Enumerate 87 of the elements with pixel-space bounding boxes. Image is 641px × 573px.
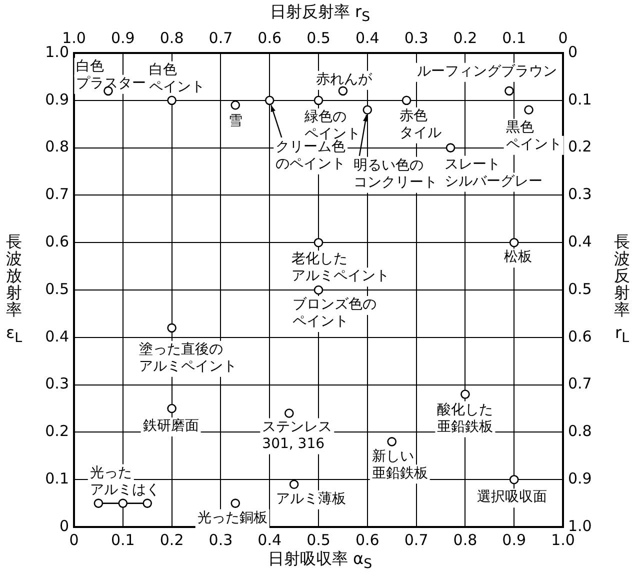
y2-tick-label: 0 bbox=[568, 42, 578, 61]
x-axis-title: 日射吸収率 α$_{S}$ bbox=[268, 549, 372, 572]
point bbox=[264, 96, 274, 106]
annotation: ルーフィングブラウン bbox=[417, 64, 558, 80]
y-tick-label: 0.9 bbox=[45, 90, 69, 108]
point bbox=[284, 408, 294, 418]
annotation: スレートシルバーグレー bbox=[444, 156, 543, 190]
y2-tick-label: 0.4 bbox=[568, 232, 592, 250]
point bbox=[524, 105, 534, 115]
point bbox=[314, 238, 324, 248]
x2-tick-label: 0.8 bbox=[160, 28, 184, 47]
x-tick-label: 0.7 bbox=[404, 530, 428, 549]
point bbox=[387, 437, 396, 446]
y-tick-label: 0.8 bbox=[45, 138, 69, 156]
point bbox=[504, 86, 514, 96]
point bbox=[167, 323, 176, 333]
y-tick-label: 0.3 bbox=[45, 374, 69, 393]
point bbox=[230, 498, 240, 508]
point bbox=[314, 285, 324, 295]
annotation: ステンレス301, 316 bbox=[262, 418, 332, 452]
point bbox=[142, 498, 152, 508]
x2-tick-label: 0.7 bbox=[208, 28, 233, 47]
point bbox=[509, 474, 519, 484]
point bbox=[314, 96, 324, 106]
x2-tick-label: 0.9 bbox=[110, 28, 135, 47]
x2-axis-title: 日射反射率 r$_{S}$ bbox=[270, 2, 370, 26]
annotation: 新しい亜鉛鉄板 bbox=[372, 448, 428, 482]
y2-tick-label: 0.3 bbox=[568, 185, 592, 204]
x2-tick-label: 0.1 bbox=[502, 28, 526, 47]
y-tick-label: 0 bbox=[59, 516, 69, 535]
y2-axis-title: 長波反射率 r$_{L}$ bbox=[614, 232, 630, 348]
annotation: 鉄研磨面 bbox=[142, 418, 199, 434]
x2-tick-label: 0.3 bbox=[404, 28, 428, 47]
point bbox=[230, 100, 240, 110]
y-tick-label: 0.6 bbox=[45, 232, 69, 250]
x-tick-label: 0.6 bbox=[355, 530, 380, 549]
x2-tick-label: 0.4 bbox=[355, 28, 380, 47]
y-tick-label: 0.5 bbox=[45, 280, 69, 298]
x-tick-label: 0.9 bbox=[502, 530, 526, 549]
y2-tick-label: 0.7 bbox=[568, 374, 592, 393]
x-tick-label: 0.8 bbox=[453, 530, 478, 549]
point bbox=[167, 404, 176, 414]
x-tick-label: 0.3 bbox=[208, 530, 233, 549]
annotation: 松板 bbox=[504, 249, 532, 266]
point bbox=[289, 480, 299, 489]
annotation: 赤れんが bbox=[316, 72, 373, 88]
annotation: 光ったアルミはく bbox=[90, 464, 160, 498]
y-tick-label: 0.7 bbox=[45, 185, 69, 204]
y2-tick-label: 0.2 bbox=[568, 138, 592, 156]
x2-tick-label: 0.5 bbox=[306, 28, 330, 47]
y2-tick-label: 0.8 bbox=[568, 422, 592, 440]
y-tick-label: 0.1 bbox=[45, 469, 69, 488]
annotation: アルミ薄板 bbox=[276, 490, 346, 507]
x-tick-label: 0.2 bbox=[160, 530, 184, 549]
annotation: 光った銅板 bbox=[197, 510, 268, 526]
point bbox=[402, 96, 412, 106]
x-tick-label: 0.1 bbox=[110, 530, 135, 549]
y2-tick-label: 0.5 bbox=[568, 280, 592, 298]
x2-tick-label: 0.6 bbox=[258, 28, 282, 47]
annotation: 白色ペイント bbox=[148, 62, 205, 96]
y2-tick-label: 0.6 bbox=[568, 327, 592, 346]
annotation: 酸化した亜鉛鉄板 bbox=[437, 402, 494, 435]
annotation: 明るい色のコンクリート bbox=[353, 158, 438, 191]
y-tick-label: 0.2 bbox=[45, 422, 69, 440]
annotation: 老化したアルミペイント bbox=[292, 251, 390, 284]
x-tick-label: 0.4 bbox=[258, 530, 282, 549]
annotation: 黒色ペイント bbox=[506, 120, 562, 153]
y2-tick-label: 0.9 bbox=[568, 469, 592, 488]
annotation: 雪 bbox=[228, 112, 242, 129]
point bbox=[362, 105, 372, 115]
x2-tick-label: 0 bbox=[558, 28, 568, 47]
annotation: 選択吸収面 bbox=[477, 489, 548, 506]
annotation: 赤色タイル bbox=[400, 108, 442, 142]
y-axis-title: 長波放射率 ε$_{L}$ bbox=[6, 232, 22, 348]
point bbox=[94, 498, 104, 508]
annotation: ブロンズ色のペイント bbox=[292, 296, 376, 330]
y2-tick-label: 0.1 bbox=[568, 90, 592, 108]
x-tick-label: 0.5 bbox=[306, 530, 330, 549]
point bbox=[460, 390, 470, 399]
point bbox=[509, 238, 519, 248]
y-tick-label: 0.4 bbox=[45, 327, 69, 346]
point bbox=[338, 86, 348, 96]
point bbox=[446, 143, 456, 152]
point bbox=[118, 498, 128, 508]
annotation: 塗った直後のアルミペイント bbox=[138, 342, 237, 375]
point bbox=[167, 96, 176, 106]
x2-tick-label: 0.2 bbox=[453, 28, 478, 47]
